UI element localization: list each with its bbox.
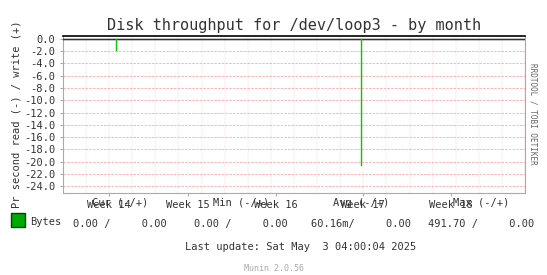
Y-axis label: Pr second read (-) / write (+): Pr second read (-) / write (+) [11,20,21,208]
Text: RRDTOOL / TOBI OETIKER: RRDTOOL / TOBI OETIKER [528,63,538,165]
Text: Cur (-/+): Cur (-/+) [92,198,148,208]
Text: 60.16m/     0.00: 60.16m/ 0.00 [311,219,411,229]
Text: Munin 2.0.56: Munin 2.0.56 [243,264,304,273]
Text: Last update: Sat May  3 04:00:04 2025: Last update: Sat May 3 04:00:04 2025 [185,242,416,252]
Text: 491.70 /     0.00: 491.70 / 0.00 [428,219,534,229]
Text: Bytes: Bytes [30,217,61,227]
Text: Min (-/+): Min (-/+) [213,198,269,208]
Text: 0.00 /     0.00: 0.00 / 0.00 [73,219,167,229]
Text: 0.00 /     0.00: 0.00 / 0.00 [194,219,288,229]
Text: Avg (-/+): Avg (-/+) [333,198,389,208]
Text: Max (-/+): Max (-/+) [453,198,509,208]
Bar [11,213,25,227]
Title: Disk throughput for /dev/loop3 - by month: Disk throughput for /dev/loop3 - by mont… [107,18,481,33]
